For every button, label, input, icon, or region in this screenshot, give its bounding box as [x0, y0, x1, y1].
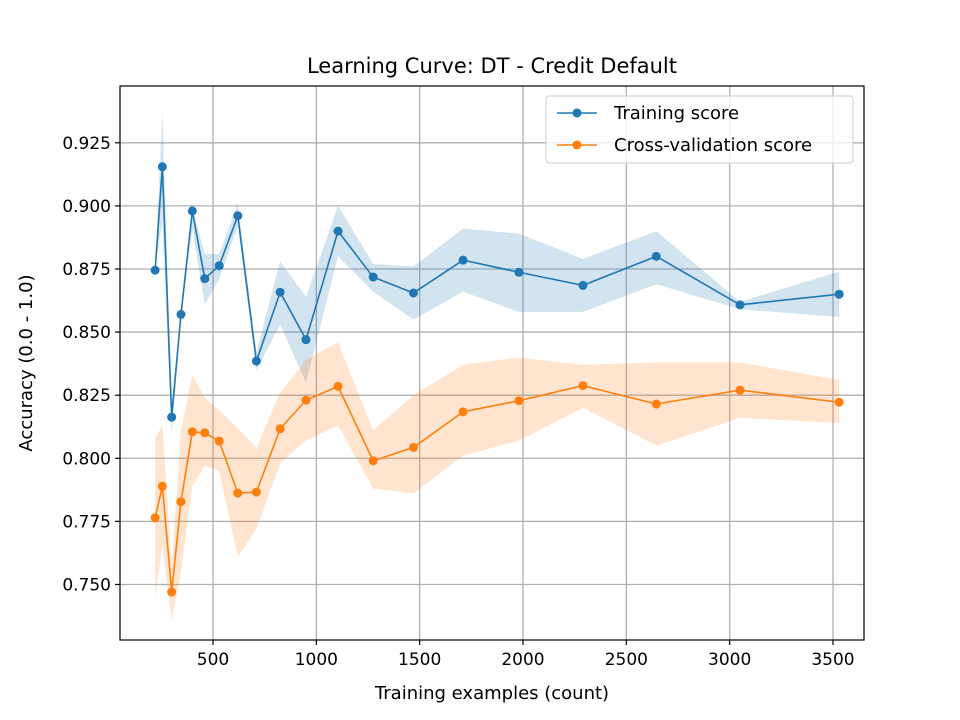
cross-validation-confidence-band	[155, 342, 840, 620]
cross-validation-score-point	[301, 395, 311, 405]
training-score-point	[150, 265, 160, 275]
legend-cv-marker	[572, 140, 582, 150]
cross-validation-score-point	[651, 399, 661, 409]
cross-validation-score-point	[275, 424, 285, 434]
legend-cv-label: Cross-validation score	[614, 135, 812, 156]
training-score-point	[458, 255, 468, 265]
y-tick-label: 0.850	[62, 323, 111, 343]
chart-title: Learning Curve: DT - Credit Default	[307, 54, 677, 78]
cross-validation-score-point	[233, 488, 243, 498]
cross-validation-score-point	[333, 381, 343, 391]
training-score-point	[578, 280, 588, 290]
training-score-point	[735, 300, 745, 310]
cross-validation-score-point	[176, 497, 186, 507]
training-score-point	[214, 261, 224, 271]
training-score-point	[187, 206, 197, 216]
grid	[120, 86, 864, 640]
cross-validation-score-point	[514, 396, 524, 406]
cross-validation-score-point	[578, 381, 588, 391]
cross-validation-score-point	[200, 428, 210, 438]
training-score-point	[368, 272, 378, 282]
x-axis-label: Training examples (count)	[374, 683, 609, 704]
y-tick-label: 0.750	[62, 575, 111, 595]
y-tick-label: 0.925	[62, 134, 111, 154]
training-score-point	[251, 356, 261, 366]
y-tick-label: 0.900	[62, 197, 111, 217]
cross-validation-score-point	[167, 587, 177, 597]
cross-validation-score-point	[834, 397, 844, 407]
series-lines	[154, 165, 840, 593]
training-score-point	[176, 309, 186, 319]
y-tick-label: 0.800	[62, 449, 111, 469]
legend-training-label: Training score	[613, 103, 739, 124]
x-tick-label: 2000	[501, 650, 544, 670]
y-axis-label: Accuracy (0.0 - 1.0)	[16, 274, 37, 451]
cross-validation-score-point	[735, 385, 745, 395]
y-tick-label: 0.875	[62, 260, 111, 280]
cross-validation-score-line	[154, 384, 840, 593]
legend-box	[545, 95, 854, 164]
plot-area-frame	[119, 85, 865, 641]
training-score-point	[200, 274, 210, 284]
cross-validation-score-point	[408, 442, 418, 452]
x-tick-label: 1500	[398, 650, 441, 670]
x-tick-label: 500	[197, 650, 229, 670]
cross-validation-score-point	[251, 487, 261, 497]
confidence-bands	[155, 112, 840, 620]
cross-validation-score-point	[157, 481, 167, 491]
training-score-point	[167, 412, 177, 422]
training-score-point	[514, 267, 524, 277]
axis-ticks: 500 1000 1500 2000 2500 3000 3500 0.750 0.775 0.8…	[62, 134, 854, 670]
x-tick-label: 2500	[605, 650, 648, 670]
y-tick-label: 0.825	[62, 386, 111, 406]
y-tick-label: 0.775	[62, 512, 111, 532]
training-score-point	[157, 162, 167, 172]
cross-validation-score-point	[150, 513, 160, 523]
cross-validation-score-point	[187, 427, 197, 437]
cross-validation-score-point	[458, 407, 468, 417]
training-score-point	[408, 288, 418, 298]
cross-validation-score-point	[214, 436, 224, 446]
legend-training-marker	[572, 108, 582, 118]
training-score-point	[651, 251, 661, 261]
training-score-point	[333, 226, 343, 236]
training-score-point	[834, 289, 844, 299]
training-score-line	[154, 165, 840, 418]
training-score-point	[301, 335, 311, 345]
x-tick-label: 3500	[811, 650, 854, 670]
x-tick-label: 1000	[295, 650, 338, 670]
training-score-point	[275, 287, 285, 297]
cross-validation-score-point	[368, 456, 378, 466]
series-markers	[150, 162, 844, 597]
training-score-point	[233, 211, 243, 221]
training-confidence-band	[155, 112, 840, 436]
legend: Training score Cross-validation score	[545, 95, 854, 164]
x-tick-label: 3000	[708, 650, 751, 670]
